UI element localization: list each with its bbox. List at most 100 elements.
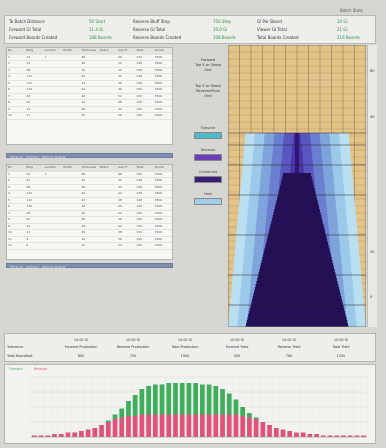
y-axis-strip: 60 40 20 0: [367, 45, 377, 327]
table-header-cell[interactable]: Thickness: [81, 48, 97, 52]
table-row[interactable]: 6 116 44 49 150 7600: [7, 87, 172, 94]
table-cell: [62, 87, 80, 93]
table-row[interactable]: 1 A1 7 48 66 142 7500: [7, 171, 172, 178]
table-header-cell[interactable]: Bldg: [26, 165, 34, 169]
table-footer-tab[interactable]: Show All: [10, 155, 23, 159]
table-header-cell[interactable]: Ave Ft: [117, 165, 128, 169]
bar-forward: [179, 383, 185, 415]
table-cell: 150: [136, 223, 143, 228]
table-cell: 20: [26, 100, 31, 104]
table-cell: [44, 191, 62, 197]
heatmap-cell: [295, 139, 299, 143]
heatmap-cell: [271, 221, 323, 225]
table-header-cell[interactable]: No: [8, 48, 13, 52]
table-cell: 42: [81, 74, 86, 78]
table-row[interactable]: 5 112 43 48 148 7800: [7, 81, 172, 87]
table-header-cell[interactable]: Lumber: [44, 165, 57, 169]
table-footer-tab[interactable]: Show All: [10, 265, 23, 269]
table-row[interactable]: 7 28 40 52 150 7600: [7, 94, 172, 100]
summary-bottom-value: 1200: [336, 354, 346, 358]
legend-mid-text: Top 5 or Steep Reverse/Face One: [188, 84, 228, 99]
stat-label: Viewer GI Total: [257, 27, 287, 32]
bar-forward: [253, 417, 259, 419]
table-cell: 7800: [154, 184, 163, 189]
table-footer-tab[interactable]: Rollover Boards: [41, 265, 66, 269]
heatmap-cell: [271, 218, 323, 222]
bar-reverse: [334, 435, 340, 437]
table-row[interactable]: 6 116 44 49 150 7600: [7, 204, 172, 211]
table-row[interactable]: 2 54 36 32 148 7800: [7, 178, 172, 185]
table-header-cell[interactable]: Lumber: [44, 48, 57, 52]
table-cell: 150: [136, 210, 143, 215]
table-cell: 4: [8, 191, 10, 195]
table-row[interactable]: 3 48 40 40 148 7800: [7, 184, 172, 191]
bar-reverse: [159, 414, 165, 437]
table-row[interactable]: 7 28 40 52 150 7600: [7, 210, 172, 217]
heatmap-cell: [268, 230, 326, 234]
reverse-table[interactable]: No Bldg Lumber Width Thickness Board Ave Ft Tot…: [6, 164, 173, 260]
table-footer-tab[interactable]: Rollover Boards: [41, 155, 66, 159]
summary-top-value: 10.00 Gi: [125, 338, 141, 342]
table-cell: 7800: [154, 67, 163, 72]
table-row[interactable]: 10 11 20 38 150 7600: [7, 113, 172, 120]
forward-table-footer[interactable]: Show All Columns Rollover Boards: [6, 153, 173, 159]
table-cell: [99, 198, 117, 204]
table-cell: 7500: [154, 54, 163, 59]
table-row[interactable]: 8 20 40 48 150 7600: [7, 217, 172, 224]
forward-table-body: 1 A1 7 48 66 142 7500 2 54 36 32 148 7800 3 48 40 40 148 7…: [7, 55, 172, 120]
table-header-cell[interactable]: Ave Ft: [117, 48, 128, 52]
summary-bottom-value: 1500: [180, 354, 190, 358]
bar-forward: [159, 384, 165, 415]
heatmap-cell: [274, 209, 320, 213]
table-header-cell[interactable]: Points: [154, 165, 164, 169]
bar-forward: [213, 386, 219, 415]
heatmap-cell: [262, 257, 332, 261]
heatmap-cell: [263, 254, 331, 258]
table-header-cell[interactable]: No: [8, 165, 13, 169]
table-row[interactable]: 5 112 43 48 148 7800: [7, 197, 172, 204]
table-cell: 28: [81, 106, 86, 111]
reverse-table-body: 1 A1 7 48 66 142 7500 2 54 36 32 148 7800 3 48 40 40 148 7…: [7, 172, 172, 250]
table-row[interactable]: 3 48 40 40 148 7800: [7, 67, 172, 74]
table-header-cell[interactable]: Width: [62, 165, 72, 169]
table-header-cell[interactable]: Board: [99, 48, 109, 52]
summary-name: Reverse Production: [116, 345, 150, 349]
heatmap-cell: [281, 179, 313, 183]
table-row[interactable]: 2 54 36 32 148 7800: [7, 61, 172, 68]
table-cell: 7600: [154, 113, 163, 117]
table-row[interactable]: 11 9 16 36 150 7600: [7, 237, 172, 243]
table-header-cell[interactable]: Width: [62, 48, 72, 52]
table-header-cell[interactable]: Board: [99, 165, 109, 169]
table-footer-tab[interactable]: Columns: [25, 265, 39, 269]
bar-reverse: [152, 414, 158, 437]
table-cell: 142: [136, 171, 143, 176]
heatmap-cell: [265, 242, 329, 246]
table-header-cell[interactable]: Total: [136, 48, 144, 52]
stat-value: 10.0 Gi: [213, 27, 228, 32]
table-header-cell[interactable]: Points: [154, 48, 164, 52]
table-cell: 7800: [154, 61, 163, 65]
table-row[interactable]: 4 110 42 42 148 7800: [7, 191, 172, 198]
table-row[interactable]: 1 A1 7 48 66 142 7500: [7, 54, 172, 61]
table-row[interactable]: 10 11 20 38 150 7600: [7, 230, 172, 237]
legend-mid-line-1: Top 5 or Steep: [195, 84, 221, 88]
table-footer-tab[interactable]: Columns: [25, 155, 39, 159]
bar-reverse: [341, 435, 346, 437]
table-row[interactable]: 9 14 28 42 150 7600: [7, 106, 172, 113]
table-row[interactable]: 4 110 42 42 148 7800: [7, 74, 172, 81]
summary-top-value: 10.00 Gi: [177, 338, 193, 342]
bar-reverse: [260, 422, 266, 437]
table-cell: 112: [26, 197, 33, 202]
forward-table[interactable]: No Bldg Lumber Width Thickness Board Ave Ft Tot…: [6, 47, 173, 145]
table-header-cell[interactable]: Total: [136, 165, 144, 169]
bar-reverse: [226, 414, 232, 437]
table-header-cell[interactable]: Thickness: [81, 165, 97, 169]
heatmap-cell: [260, 266, 334, 270]
bar-reverse: [361, 435, 366, 437]
table-header-cell[interactable]: Bldg: [26, 48, 34, 52]
stats-panel: To Batch Distance 50 Start Forward GI Tota…: [4, 15, 376, 44]
reverse-table-footer[interactable]: Show All Columns Rollover Boards: [6, 263, 173, 269]
table-row[interactable]: 8 20 40 48 150 7600: [7, 100, 172, 107]
table-row[interactable]: 9 14 28 42 150 7600: [7, 223, 172, 230]
table-row[interactable]: 12 6 12 34 150 7600: [7, 243, 172, 250]
